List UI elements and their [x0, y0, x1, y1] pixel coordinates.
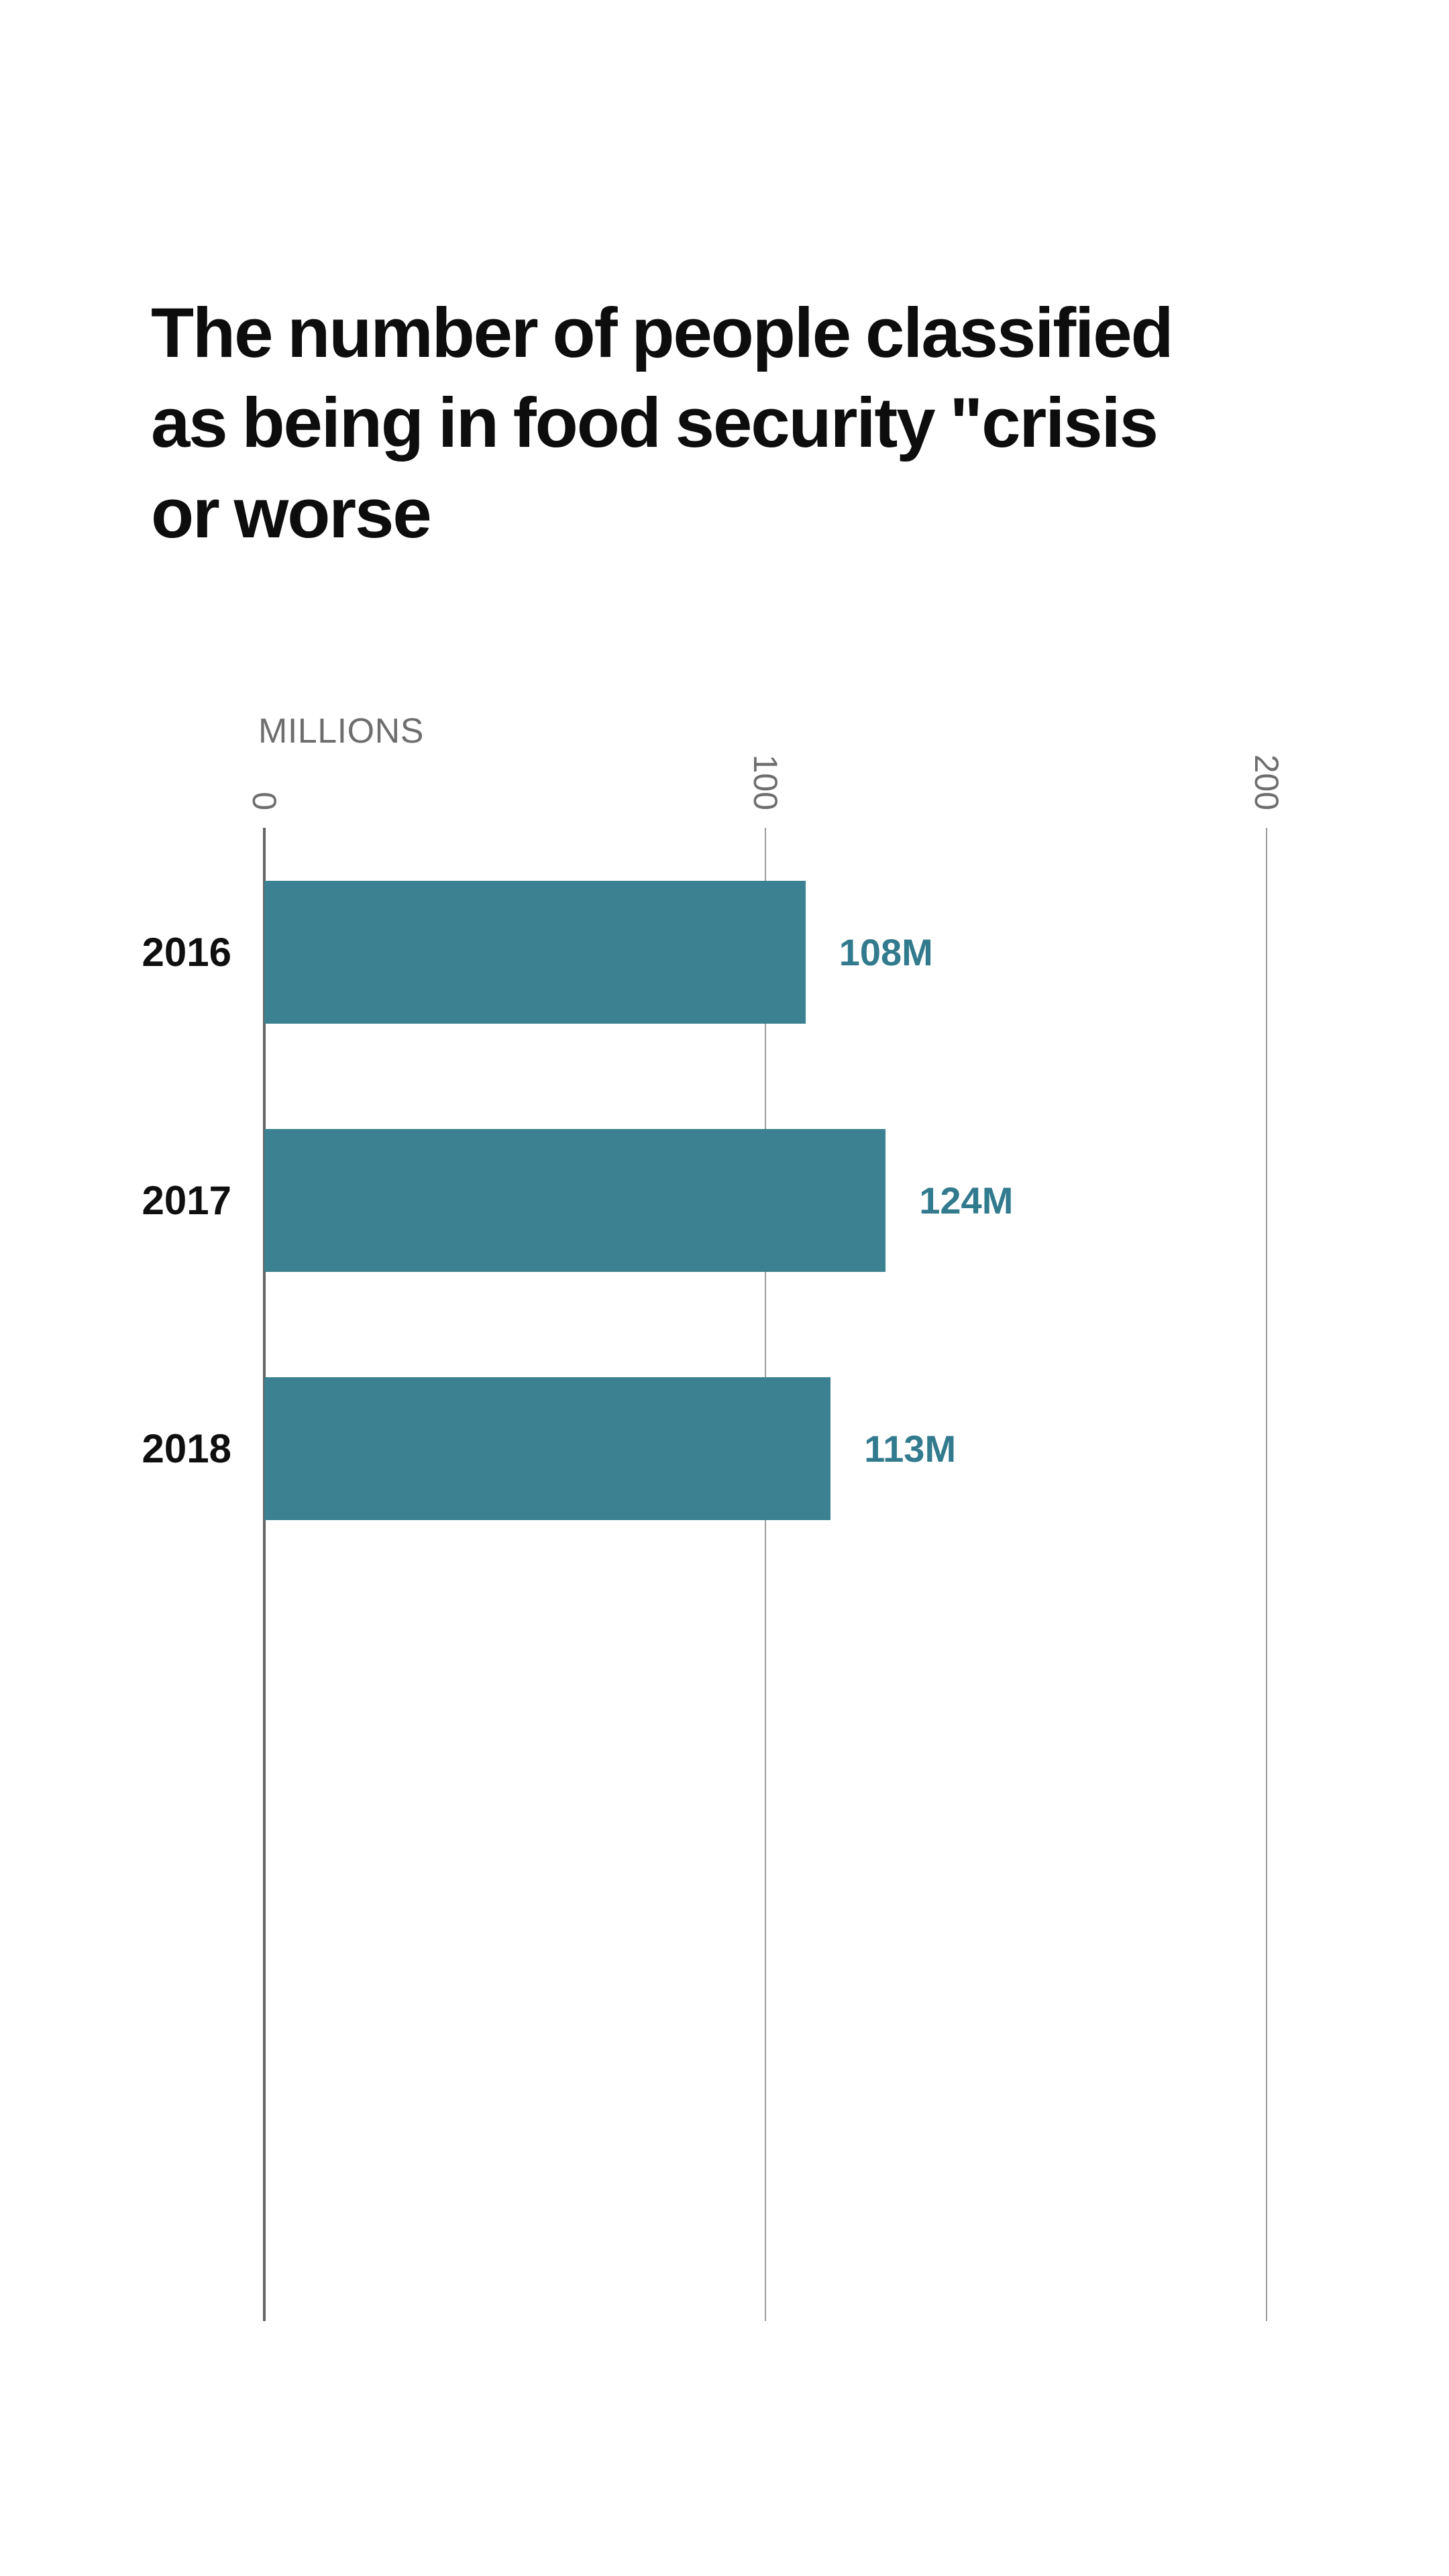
chart-title-line-2: as being in food security "crisis: [151, 384, 1159, 463]
category-label-2017: 2017: [142, 1177, 231, 1223]
chart-title-line-1: The number of people classified: [151, 294, 1174, 372]
category-label-2018: 2018: [142, 1426, 231, 1471]
plot-area: MILLIONS 0 100 200 2016 108M 2017 124M 2…: [142, 714, 1285, 2321]
chart-title-line-3: or worse: [151, 474, 432, 553]
bar-2016: [264, 881, 806, 1024]
x-axis-tick-0: 0: [246, 792, 283, 810]
gridline-200: [1266, 828, 1267, 2321]
axis-unit-label: MILLIONS: [258, 712, 424, 751]
bar-row-2018: 2018 113M: [142, 1377, 1267, 1520]
x-axis-tick-200: 200: [1248, 754, 1285, 810]
bar-row-2017: 2017 124M: [142, 1129, 1267, 1272]
bar-2018: [264, 1377, 831, 1520]
chart-title: The number of people classified as being…: [151, 288, 1174, 559]
gridline-100: [765, 828, 766, 2321]
value-label-2016: 108M: [839, 930, 933, 973]
y-axis-line: [263, 828, 266, 2321]
bar-2017: [264, 1129, 886, 1272]
value-label-2017: 124M: [919, 1179, 1014, 1222]
category-label-2016: 2016: [142, 929, 231, 975]
bar-row-2016: 2016 108M: [142, 881, 1267, 1024]
value-label-2018: 113M: [864, 1427, 957, 1470]
x-axis-tick-100: 100: [747, 754, 784, 810]
